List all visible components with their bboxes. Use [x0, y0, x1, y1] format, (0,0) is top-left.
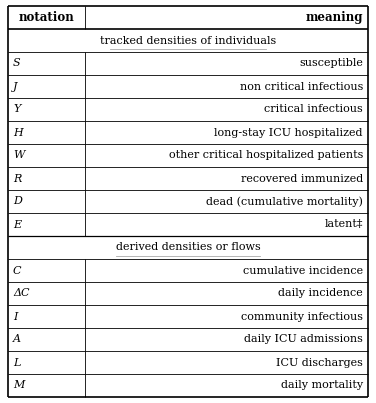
Text: C: C [13, 266, 21, 276]
Text: meaning: meaning [305, 11, 363, 24]
Text: long-stay ICU hospitalized: long-stay ICU hospitalized [214, 127, 363, 137]
Text: dead (cumulative mortality): dead (cumulative mortality) [206, 196, 363, 207]
Text: ICU discharges: ICU discharges [276, 357, 363, 368]
Text: susceptible: susceptible [299, 58, 363, 69]
Text: derived densities or flows: derived densities or flows [116, 243, 260, 253]
Text: recovered immunized: recovered immunized [241, 174, 363, 183]
Text: community infectious: community infectious [241, 312, 363, 322]
Text: non critical infectious: non critical infectious [240, 81, 363, 91]
Text: W: W [13, 150, 24, 160]
Text: ΔC: ΔC [13, 289, 29, 299]
Text: E: E [13, 220, 21, 229]
Text: daily mortality: daily mortality [281, 380, 363, 391]
Text: I: I [13, 312, 17, 322]
Text: tracked densities of individuals: tracked densities of individuals [100, 35, 276, 46]
Text: A: A [13, 334, 21, 345]
Text: J: J [13, 81, 18, 91]
Text: R: R [13, 174, 21, 183]
Text: H: H [13, 127, 23, 137]
Text: M: M [13, 380, 24, 391]
Text: daily incidence: daily incidence [278, 289, 363, 299]
Text: other critical hospitalized patients: other critical hospitalized patients [168, 150, 363, 160]
Text: cumulative incidence: cumulative incidence [243, 266, 363, 276]
Text: Y: Y [13, 104, 20, 114]
Text: S: S [13, 58, 21, 69]
Text: latent‡: latent‡ [324, 220, 363, 229]
Text: daily ICU admissions: daily ICU admissions [244, 334, 363, 345]
Text: L: L [13, 357, 20, 368]
Text: D: D [13, 197, 22, 206]
Text: notation: notation [19, 11, 74, 24]
Text: critical infectious: critical infectious [264, 104, 363, 114]
